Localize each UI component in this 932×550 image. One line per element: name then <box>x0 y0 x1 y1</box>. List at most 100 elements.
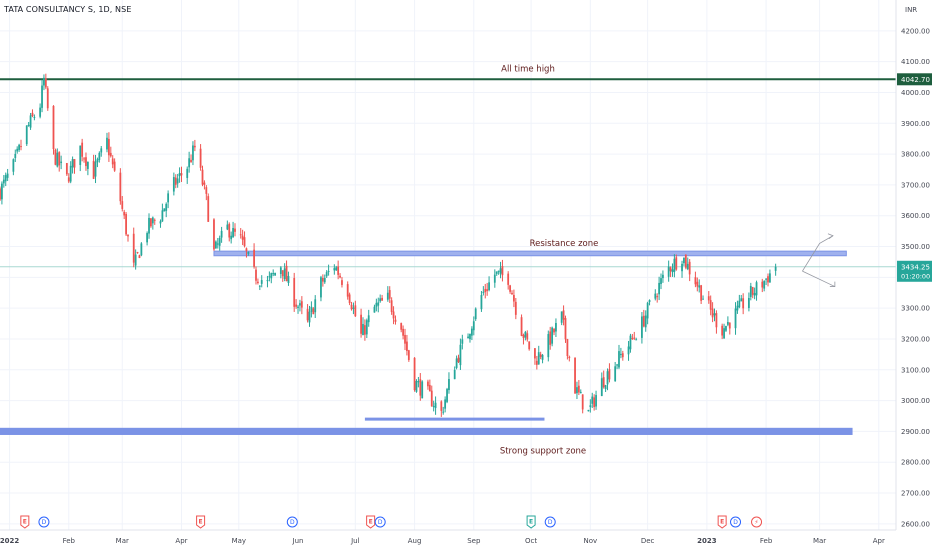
candle-body <box>769 273 771 283</box>
candle-body <box>698 285 701 288</box>
earnings-event-icon[interactable]: E <box>717 515 727 529</box>
earnings-event-icon[interactable]: E <box>196 515 206 529</box>
earnings-event-icon[interactable]: E <box>526 515 536 529</box>
candle-body <box>740 298 743 302</box>
currency-label: INR <box>905 6 918 14</box>
candle-body <box>253 249 255 267</box>
candle-body <box>470 328 473 336</box>
candle-body <box>535 360 538 365</box>
candle-body <box>109 152 112 157</box>
candle-body <box>201 169 204 185</box>
candle-body <box>46 88 49 109</box>
earnings-event-icon[interactable]: E <box>366 515 376 529</box>
candle-body <box>681 263 683 272</box>
ath-price-label: 4042.70 <box>901 76 930 84</box>
x-tick-label: 2022 <box>0 537 19 545</box>
candle-body <box>365 320 368 335</box>
candle-body <box>113 161 116 171</box>
candle-body <box>635 339 638 341</box>
candle-body <box>497 270 500 272</box>
candle-body <box>314 299 317 313</box>
earnings-event-icon[interactable]: E <box>20 515 30 529</box>
svg-text:E: E <box>199 519 203 526</box>
dividend-event-icon[interactable]: D <box>544 516 556 528</box>
last-price-tag <box>897 260 932 282</box>
candle-body <box>604 385 607 389</box>
candle-body <box>459 344 462 366</box>
candle-body <box>153 219 156 221</box>
candle-body <box>736 305 739 311</box>
y-tick-label: 4100.00 <box>901 58 930 66</box>
dividend-event-icon[interactable]: D <box>286 516 298 528</box>
candle-body <box>121 201 124 209</box>
projection-down <box>802 270 836 287</box>
x-tick-label: Oct <box>525 537 537 545</box>
candle-body <box>207 196 210 222</box>
candle-body <box>581 394 584 410</box>
candle-body <box>413 357 416 391</box>
candle-body <box>440 401 443 411</box>
x-tick-label: Aug <box>408 537 422 545</box>
candle-body <box>306 308 309 321</box>
dividend-event-icon[interactable]: D <box>38 516 50 528</box>
candle-body <box>419 379 422 396</box>
candle-body <box>272 273 275 275</box>
candle-body <box>1 183 3 200</box>
candle-body <box>60 161 63 163</box>
candle-body <box>728 322 731 329</box>
dividend-event-icon[interactable]: D <box>374 516 386 528</box>
x-tick-label: Nov <box>583 537 597 545</box>
candle-body <box>268 276 271 278</box>
candle-body <box>493 274 496 283</box>
candle-body <box>241 235 244 240</box>
candle-body <box>509 285 511 292</box>
candle-body <box>381 297 383 301</box>
candle-body <box>73 159 76 168</box>
candle-body <box>725 326 727 331</box>
candle-body <box>293 278 296 307</box>
candle-body <box>522 334 525 338</box>
candle-body <box>327 270 330 272</box>
x-axis-background[interactable] <box>0 530 932 550</box>
candle-body <box>658 282 661 295</box>
x-tick-label: Jul <box>350 537 360 545</box>
candle-body <box>606 371 609 385</box>
candle-body <box>375 302 378 307</box>
candle-body <box>234 228 236 232</box>
candle-body <box>618 351 620 368</box>
candle-body <box>662 274 664 279</box>
time-axis[interactable]: 2022 Feb Mar Apr May Jun Jul Aug Sep Oct Nov Dec 202… <box>0 537 885 545</box>
candle-body <box>308 311 311 323</box>
candle-body <box>94 161 97 177</box>
svg-text:⚡: ⚡ <box>754 519 758 526</box>
candle-body <box>683 257 685 264</box>
candle-body <box>255 269 257 281</box>
candle-body <box>71 159 74 168</box>
x-tick-label: Mar <box>116 537 129 545</box>
candle-body <box>514 301 517 315</box>
svg-text:D: D <box>290 519 295 526</box>
candle-body <box>446 389 448 402</box>
candle-body <box>245 248 248 252</box>
candle-body <box>541 355 544 360</box>
candle-body <box>107 138 110 156</box>
candle-body <box>726 321 729 325</box>
candle-body <box>587 409 590 412</box>
event-markers[interactable]: E D E D E D E D E D ⚡ <box>20 515 763 529</box>
projection-up-head <box>827 233 834 240</box>
candle-body <box>448 379 450 391</box>
dividend-event-icon[interactable]: D <box>730 516 742 528</box>
news-event-icon[interactable]: ⚡ <box>751 516 763 528</box>
candle-body <box>379 298 382 302</box>
candle-body <box>511 292 513 295</box>
candle-body <box>218 237 221 246</box>
candle-body <box>765 278 767 280</box>
x-tick-label: Mar <box>813 537 826 545</box>
candle-body <box>467 336 469 339</box>
candle-body <box>279 267 282 274</box>
candle-body <box>360 314 362 334</box>
x-tick-label: Feb <box>760 537 773 545</box>
candle-body <box>44 78 47 88</box>
candle-body <box>388 290 391 299</box>
